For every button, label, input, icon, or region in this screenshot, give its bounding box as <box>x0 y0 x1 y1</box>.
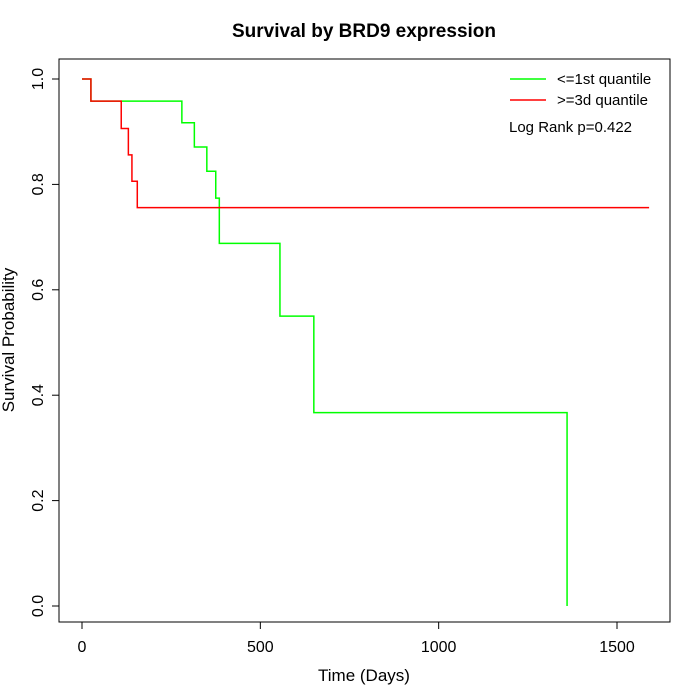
legend: <=1st quantile >=3d quantile <box>510 71 651 109</box>
y-axis-label: Survival Probability <box>0 267 18 412</box>
y-tick-label: 0.6 <box>30 279 47 301</box>
x-axis-label: Time (Days) <box>318 666 410 685</box>
legend-label-high: >=3d quantile <box>557 92 648 109</box>
survival-curve-low <box>82 78 568 606</box>
x-tick-label: 1500 <box>599 639 635 656</box>
y-tick-label: 0.2 <box>30 489 47 511</box>
log-rank-annotation: Log Rank p=0.422 <box>509 119 632 136</box>
survival-curve-high <box>82 78 650 209</box>
x-axis: 0 500 1000 1500 <box>78 621 635 656</box>
y-tick-label: 0.8 <box>30 173 47 195</box>
x-tick-label: 0 <box>78 639 87 656</box>
series-layer <box>82 78 650 606</box>
y-tick-label: 0.4 <box>30 384 47 406</box>
legend-label-low: <=1st quantile <box>557 71 651 88</box>
x-tick-label: 500 <box>247 639 274 656</box>
y-axis: 0.0 0.2 0.4 0.6 0.8 1.0 <box>30 68 60 617</box>
y-tick-label: 1.0 <box>30 68 47 90</box>
x-tick-label: 1000 <box>421 639 457 656</box>
chart-title: Survival by BRD9 expression <box>232 21 496 42</box>
y-tick-label: 0.0 <box>30 595 47 617</box>
